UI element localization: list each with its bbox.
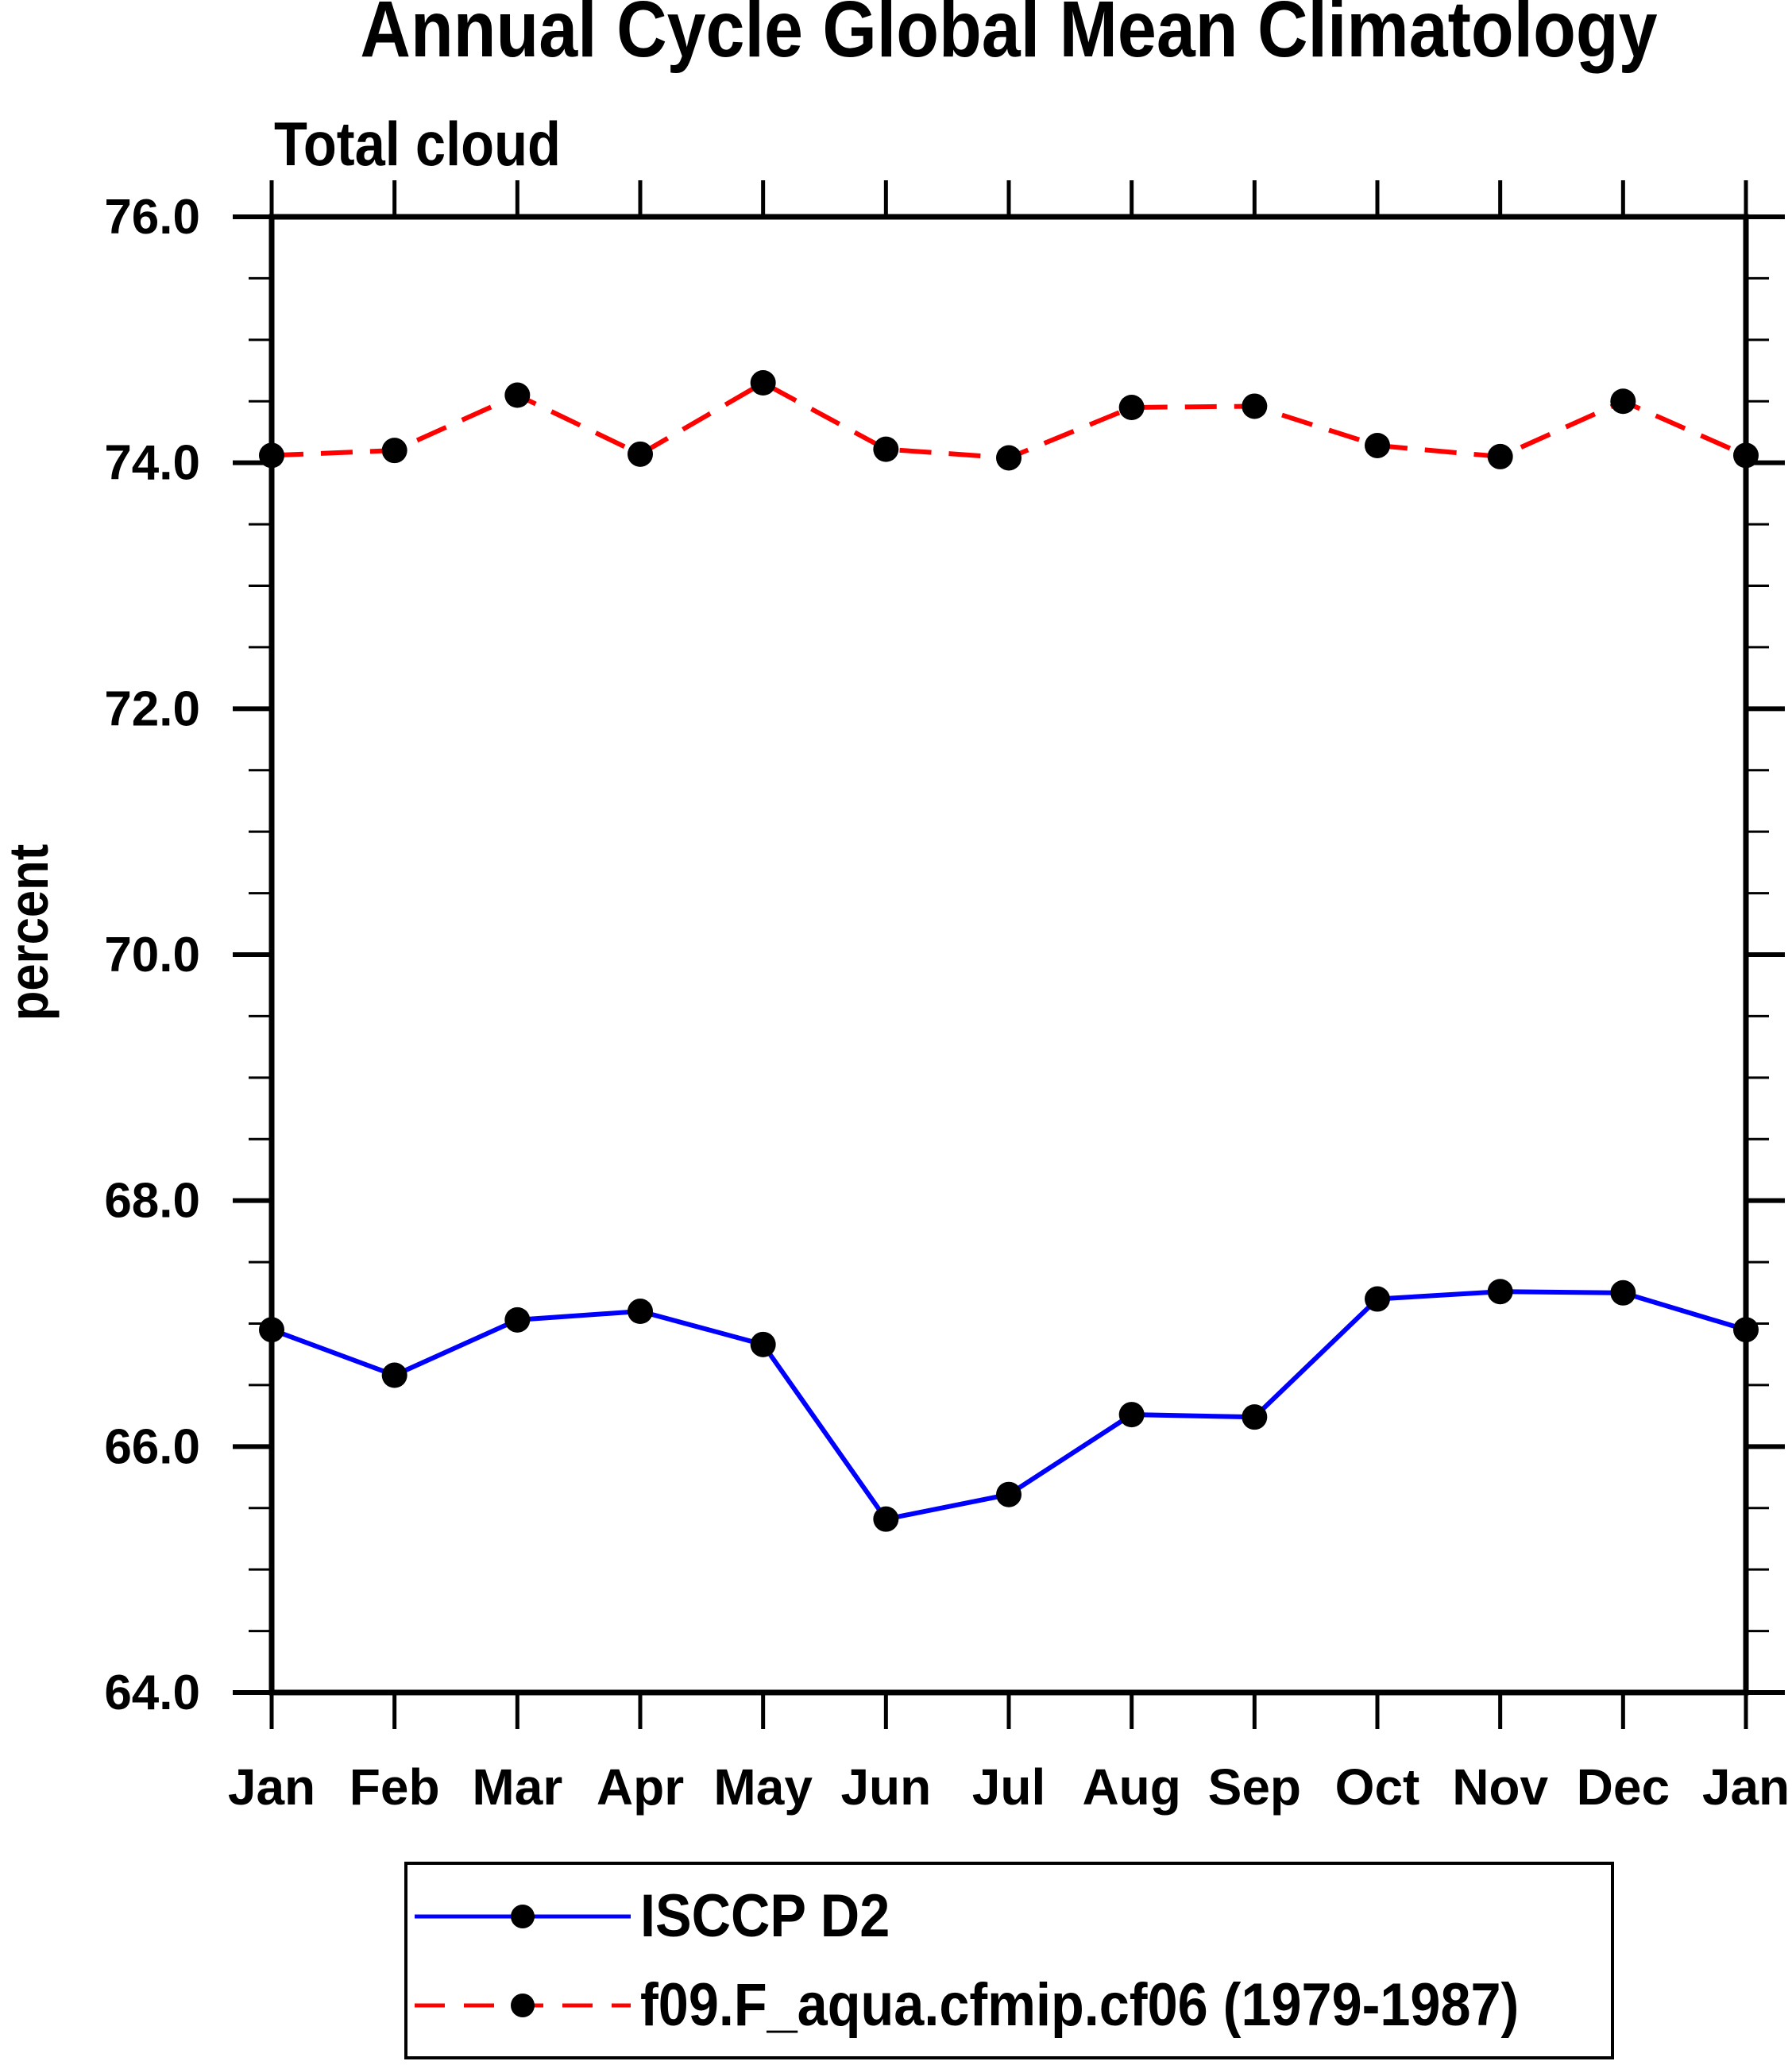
month-label: Jan: [228, 1758, 315, 1816]
y-tick-label: 72.0: [104, 681, 200, 736]
data-point-marker: [1365, 432, 1390, 458]
x-axis-ticks: [269, 180, 1748, 1729]
legend-label-isccp-d2: ISCCP D2: [640, 1882, 890, 1950]
data-point-marker: [1487, 1279, 1513, 1305]
month-label: Feb: [350, 1758, 440, 1816]
data-point-marker: [1610, 1280, 1636, 1306]
month-label: May: [713, 1758, 813, 1816]
legend-line-sample-dashed: [415, 1994, 631, 2017]
data-point-marker: [996, 445, 1022, 471]
chart-title: Annual Cycle Global Mean Climatology: [360, 0, 1658, 74]
data-point-marker: [873, 1506, 899, 1532]
month-label: Aug: [1082, 1758, 1180, 1816]
legend-box: ISCCP D2 f09.F_aqua.cfmip.cf06 (1979-198…: [404, 1862, 1614, 2059]
month-label: Oct: [1335, 1758, 1420, 1816]
legend-marker-dot: [511, 1994, 535, 2017]
x-tick-labels: Jan Feb Mar Apr May Jun Jul Aug Sep Oct Nov Dec Jan: [228, 1758, 1790, 1816]
month-label: Apr: [597, 1758, 684, 1816]
month-label: Dec: [1577, 1758, 1670, 1816]
series-markers-0: [259, 1279, 1759, 1532]
data-point-marker: [381, 438, 407, 464]
data-point-marker: [381, 1362, 407, 1388]
data-point-marker: [504, 382, 531, 408]
y-axis-ticks: [233, 214, 1785, 1695]
data-point-marker: [1733, 1317, 1759, 1343]
data-point-marker: [1118, 394, 1145, 420]
month-label: Jun: [840, 1758, 931, 1816]
data-point-marker: [259, 442, 284, 469]
data-point-marker: [1610, 388, 1636, 415]
legend-label-f09: f09.F_aqua.cfmip.cf06 (1979-1987): [640, 1971, 1520, 2039]
data-point-marker: [1118, 1402, 1145, 1428]
legend-marker-dot: [511, 1905, 535, 1928]
axis-frame: [268, 214, 1749, 1696]
month-label: Jan: [1702, 1758, 1790, 1816]
data-point-marker: [1365, 1286, 1390, 1312]
data-point-marker: [504, 1307, 531, 1333]
data-point-marker: [873, 436, 899, 462]
data-point-marker: [628, 1299, 653, 1325]
chart-subtitle: Total cloud: [274, 109, 561, 179]
data-point-marker: [628, 441, 653, 467]
y-tick-labels: 76.0 74.0 72.0 70.0 68.0 66.0 64.0: [104, 190, 200, 1720]
data-point-marker: [1733, 442, 1759, 469]
y-tick-label: 66.0: [104, 1419, 200, 1474]
data-point-marker: [750, 370, 776, 396]
legend-line-sample-solid: [415, 1905, 631, 1928]
data-point-marker: [259, 1317, 284, 1343]
month-label: Jul: [972, 1758, 1045, 1816]
month-label: Nov: [1452, 1758, 1548, 1816]
data-point-marker: [1242, 393, 1268, 419]
month-label: Sep: [1208, 1758, 1301, 1816]
y-tick-label: 74.0: [104, 436, 200, 491]
data-point-marker: [750, 1331, 776, 1357]
series-markers-1: [259, 370, 1759, 471]
y-tick-label: 68.0: [104, 1174, 200, 1229]
data-point-marker: [1242, 1404, 1268, 1430]
data-point-marker: [996, 1481, 1022, 1507]
month-label: Mar: [472, 1758, 562, 1816]
legend-entry-f09: f09.F_aqua.cfmip.cf06 (1979-1987): [411, 1974, 1616, 2037]
y-tick-label: 64.0: [104, 1666, 200, 1720]
y-tick-label: 70.0: [104, 928, 200, 982]
data-point-marker: [1487, 443, 1513, 469]
y-tick-label: 76.0: [104, 190, 200, 245]
legend-entry-isccp-d2: ISCCP D2: [411, 1885, 917, 1948]
